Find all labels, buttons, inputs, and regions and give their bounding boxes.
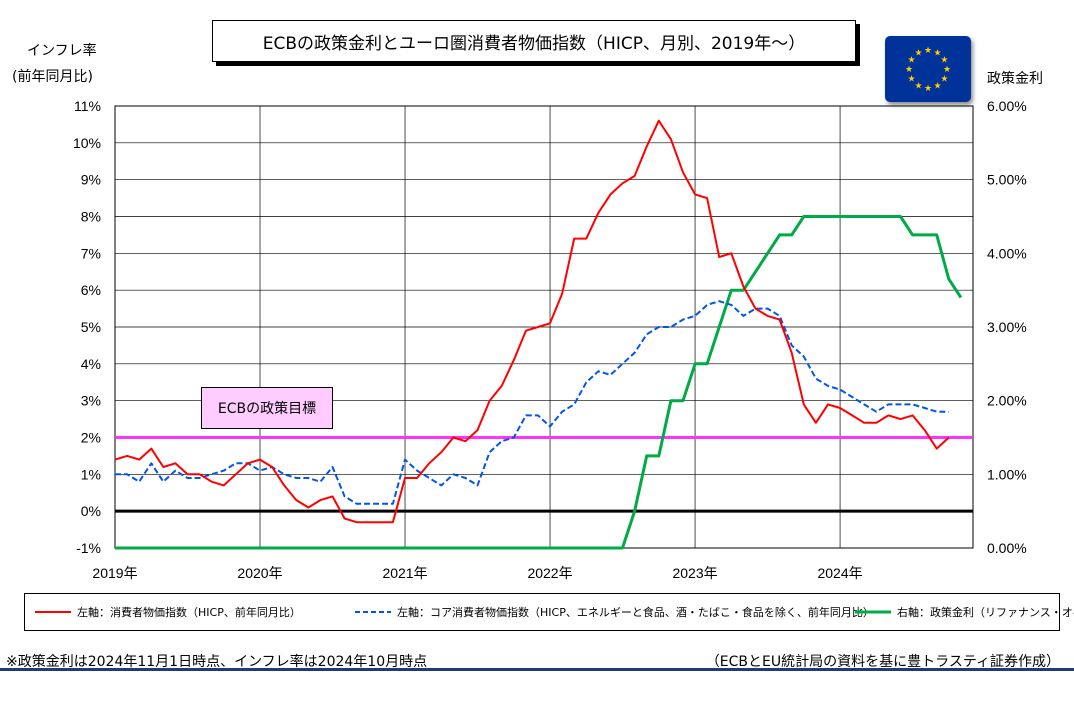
series-line-core (115, 300, 949, 505)
legend-label-rate: 右軸：政策金利（リファナンス・オペ） (897, 606, 1074, 619)
flag-star: ★ (914, 81, 922, 91)
left-axis-title: インフレ率 (27, 43, 97, 59)
y-left-tick-label: 7% (81, 245, 101, 261)
flag-star: ★ (905, 65, 913, 75)
y-left-tick-label: 4% (81, 356, 101, 372)
flag-star: ★ (924, 46, 932, 56)
eu-flag-icon: ★ ★ ★ ★ ★ ★ ★ ★ ★ ★ ★ ★ (885, 36, 971, 102)
flag-star: ★ (914, 49, 922, 59)
left-axis-subtitle: (前年同月比) (12, 69, 93, 85)
y-right-tick-label: 0.00% (987, 540, 1027, 556)
y-right-tick-label: 3.00% (987, 319, 1027, 335)
legend-label-core: 左軸：コア消費者物価指数（HICP、エネルギーと食品、酒・たばこ・食品を除く、前… (397, 606, 874, 619)
y-left-tick-label: -1% (76, 540, 101, 556)
source-note: （ECBとEU統計局の資料を基に豊トラスティ証券作成） (705, 654, 1060, 670)
legend: 左軸：消費者物価指数（HICP、前年同月比） 左軸：コア消費者物価指数（HICP… (24, 593, 1074, 631)
bottom-divider (0, 668, 1074, 671)
y-left-tick-label: 10% (73, 135, 101, 151)
flag-star: ★ (908, 56, 916, 66)
y-left-tick-label: 2% (81, 430, 101, 446)
x-tick-label: 2023年 (672, 565, 717, 581)
flag-star: ★ (933, 81, 941, 91)
y-left-tick-label: 3% (81, 393, 101, 409)
y-left-tick-label: 11% (74, 98, 101, 114)
y-left-tick-label: 8% (81, 209, 101, 225)
y-right-tick-label: 2.00% (987, 393, 1027, 409)
x-tick-label: 2024年 (817, 565, 862, 581)
flag-star: ★ (940, 56, 948, 66)
legend-label-hicp: 左軸：消費者物価指数（HICP、前年同月比） (77, 606, 301, 619)
y-right-tick-label: 4.00% (987, 245, 1027, 261)
series-line-hicp (114, 119, 950, 524)
flag-star: ★ (940, 75, 948, 85)
x-tick-label: 2019年 (92, 565, 137, 581)
legend-swatch-hicp (35, 611, 71, 613)
y-left-tick-label: 6% (81, 282, 101, 298)
flag-star: ★ (943, 65, 951, 75)
x-tick-label: 2022年 (527, 565, 572, 581)
chart-title: ECBの政策金利とユーロ圏消費者物価指数（HICP、月別、2019年～） (212, 20, 856, 62)
legend-item-core: 左軸：コア消費者物価指数（HICP、エネルギーと食品、酒・たばこ・食品を除く、前… (355, 594, 874, 630)
x-tick-label: 2020年 (237, 565, 282, 581)
y-left-tick-label: 0% (81, 503, 101, 519)
series-line-policy-rate (115, 215, 963, 550)
flag-star: ★ (908, 75, 916, 85)
target-label: ECBの政策目標 (201, 387, 333, 429)
flag-star: ★ (933, 49, 941, 59)
y-left-tick-label: 1% (81, 466, 101, 482)
legend-swatch-rate (855, 610, 891, 614)
y-right-tick-label: 5.00% (987, 172, 1027, 188)
footnote: ※政策金利は2024年11月1日時点、インフレ率は2024年10月時点 (6, 654, 428, 670)
legend-item-hicp: 左軸：消費者物価指数（HICP、前年同月比） (35, 594, 301, 630)
eu-flag-stars: ★ ★★★★★★★★★★★ (905, 46, 951, 94)
y-left-tick-label: 5% (81, 319, 101, 335)
y-left-tick-label: 9% (81, 172, 101, 188)
y-right-tick-label: 1.00% (987, 466, 1027, 482)
y-right-tick-label: 6.00% (987, 98, 1027, 114)
flag-star: ★ (924, 84, 932, 94)
right-axis-title: 政策金利 (987, 71, 1043, 87)
legend-item-rate: 右軸：政策金利（リファナンス・オペ） (855, 594, 1074, 630)
x-tick-label: 2021年 (382, 565, 427, 581)
legend-swatch-core (355, 611, 391, 613)
